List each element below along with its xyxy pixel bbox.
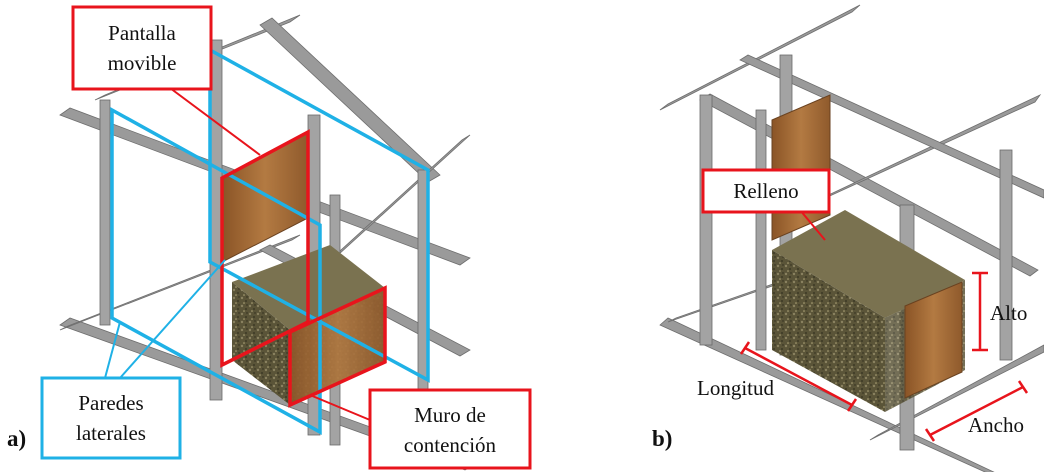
panel-b-letter: b)	[652, 426, 672, 451]
paredes-line2: laterales	[76, 421, 146, 445]
dimension-alto	[972, 271, 988, 352]
muro-line2: contención	[404, 433, 497, 457]
leader-relleno	[799, 209, 826, 241]
panel-a: Pantalla movible Paredes laterales Muro …	[7, 5, 532, 471]
dimension-longitud	[739, 341, 858, 412]
wood-panel-b	[771, 94, 831, 241]
panel-b: Relleno Alto Longitud Ancho b)	[652, 4, 1044, 472]
pantalla-line1: Pantalla	[108, 21, 176, 45]
label-paredes-laterales: Paredes laterales	[40, 376, 182, 460]
longitud-text: Longitud	[697, 376, 774, 400]
label-relleno: Relleno	[701, 168, 831, 214]
muro-line1: Muro de	[414, 403, 486, 427]
side-walls-outline	[110, 47, 430, 435]
pantalla-line2: movible	[108, 51, 177, 75]
label-pantalla-movible: Pantalla movible	[71, 5, 213, 91]
alto-text: Alto	[990, 301, 1027, 325]
retaining-wall-b	[904, 281, 963, 399]
dimension-ancho	[924, 380, 1029, 442]
wood-panel-a	[221, 131, 309, 263]
relleno-text: Relleno	[733, 179, 798, 203]
paredes-line1: Paredes	[78, 391, 143, 415]
label-muro-contencion: Muro de contención	[368, 388, 532, 470]
leader-lines-a	[104, 87, 371, 421]
red-outlines-a	[220, 129, 387, 408]
panel-a-letter: a)	[7, 426, 26, 451]
ancho-text: Ancho	[968, 413, 1024, 437]
